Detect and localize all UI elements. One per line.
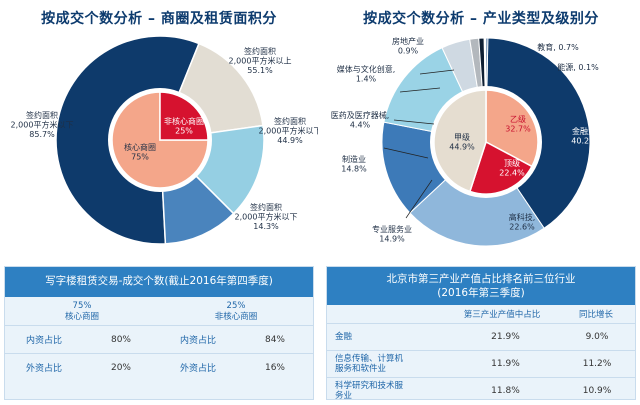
right-table-header: 北京市第三产业产值占比排名前三位行业 (2016年第三季度) [327, 267, 635, 305]
core-group-heading: 75% 核心商圈 [5, 301, 159, 325]
noncore-group-heading: 25% 非核心商圈 [159, 301, 313, 325]
outer-label: 签约面积 2,000平方米以下 44.9% [259, 116, 318, 145]
industry-name: 金融 [335, 332, 353, 342]
left-panel: 按成交个数分析 – 商圈及租赁面积分 签约面积 2,000平方米以下 85.7% 签约… [0, 0, 318, 405]
outer-label: 医药及医疗器械, 4.4% [331, 110, 390, 130]
table-row: 内资占比 80% 内资占比 84% [5, 325, 313, 353]
table-row: 金融 21.9% 9.0% [327, 324, 635, 351]
industry-growth: 9.0% [585, 332, 609, 342]
noncore-foreign-label: 外资占比 [179, 364, 216, 374]
inner-label: 乙级 32.7% [505, 114, 531, 134]
inner-slice [433, 89, 487, 193]
industry-growth: 11.2% [582, 359, 612, 369]
outer-label: 专业服务业 14.9% [372, 224, 412, 244]
right-table: 北京市第三产业产值占比排名前三位行业 (2016年第三季度) 第三产业产值中占比… [326, 266, 636, 401]
inner-label: 顶级 22.4% [499, 158, 525, 178]
table-row: 科学研究和技术服 务业 11.8% 10.9% [327, 378, 635, 404]
core-foreign-value: 20% [110, 362, 131, 373]
left-table-subheader: 75% 核心商圈 25% 非核心商圈 [5, 297, 313, 325]
industry-name: 信息传输、计算机 服务和软件业 [335, 354, 404, 374]
table-row: 外资占比 20% 外资占比 16% [5, 353, 313, 381]
right-table-columns: 第三产业产值中占比 同比增长 [327, 305, 635, 324]
outer-label: 高科技, 22.6% [509, 212, 536, 232]
right-panel: 按成交个数分析 – 产业类型及级别分 金融业 40.2% 高科技, 22.6% 专业服务… [322, 0, 640, 405]
right-title: 按成交个数分析 – 产业类型及级别分 [363, 11, 599, 27]
inner-slice [159, 91, 209, 141]
inner-slice [485, 89, 539, 168]
inner-label: 核心商圈 75% [124, 142, 156, 162]
inner-slice [468, 140, 533, 195]
outer-label: 签约面积 2,000平方米以下 14.3% [235, 202, 298, 231]
outer-label: 能源, 0.1% [557, 62, 599, 72]
outer-label: 媒体与文化创意, 1.4% [337, 64, 396, 84]
industry-share: 11.9% [491, 359, 520, 369]
outer-label: 签约面积 2,000平方米以上 55.1% [229, 46, 292, 75]
share-column-heading: 第三产业产值中占比 [463, 310, 541, 320]
outer-label: 教育, 0.7% [537, 42, 579, 52]
left-title: 按成交个数分析 – 商圈及租赁面积分 [41, 11, 277, 27]
outer-label: 金融业 40.2% [571, 126, 597, 146]
leader-line [405, 179, 433, 219]
leader-line [399, 87, 441, 93]
inner-slice [111, 91, 209, 189]
core-domestic-label: 内资占比 [25, 336, 62, 346]
leader-line [383, 147, 429, 159]
industry-share: 11.8% [491, 386, 520, 396]
core-name: 核心商圈 [64, 312, 99, 322]
industry-growth: 10.9% [582, 386, 612, 396]
left-table: 写字楼租赁交易-成交个数(截止2016年第四季度) 75% 核心商圈 25% 非… [4, 266, 314, 400]
noncore-foreign-value: 16% [264, 362, 285, 373]
leader-line [419, 69, 455, 75]
noncore-domestic-label: 内资占比 [179, 336, 216, 346]
core-foreign-label: 外资占比 [25, 364, 62, 374]
left-donut-chart: 签约面积 2,000平方米以下 85.7% 签约面积 2,000平方米以上 55.1% 签约… [11, 35, 318, 245]
core-domestic-value: 80% [110, 334, 131, 345]
outer-label: 签约面积 2,000平方米以下 85.7% [11, 110, 74, 139]
industry-name: 科学研究和技术服 务业 [335, 381, 404, 401]
industry-share: 21.9% [491, 332, 520, 342]
growth-column-heading: 同比增长 [578, 310, 613, 320]
left-table-header: 写字楼租赁交易-成交个数(截止2016年第四季度) [5, 267, 313, 297]
inner-label: 甲级 44.9% [449, 132, 475, 152]
outer-label: 房地产业 0.9% [392, 36, 424, 56]
noncore-pct: 25% [226, 301, 246, 311]
noncore-name: 非核心商圈 [214, 312, 258, 322]
noncore-domestic-value: 84% [264, 334, 285, 345]
inner-label: 非核心商圈 25% [164, 116, 204, 136]
core-pct: 75% [72, 301, 92, 311]
table-row: 信息传输、计算机 服务和软件业 11.9% 11.2% [327, 351, 635, 378]
outer-label: 制造业 14.8% [341, 154, 367, 174]
right-donut-chart: 金融业 40.2% 高科技, 22.6% 专业服务业 14.9% 制造业 14.8% 医药及医疗… [331, 36, 599, 247]
leader-line [393, 119, 435, 125]
